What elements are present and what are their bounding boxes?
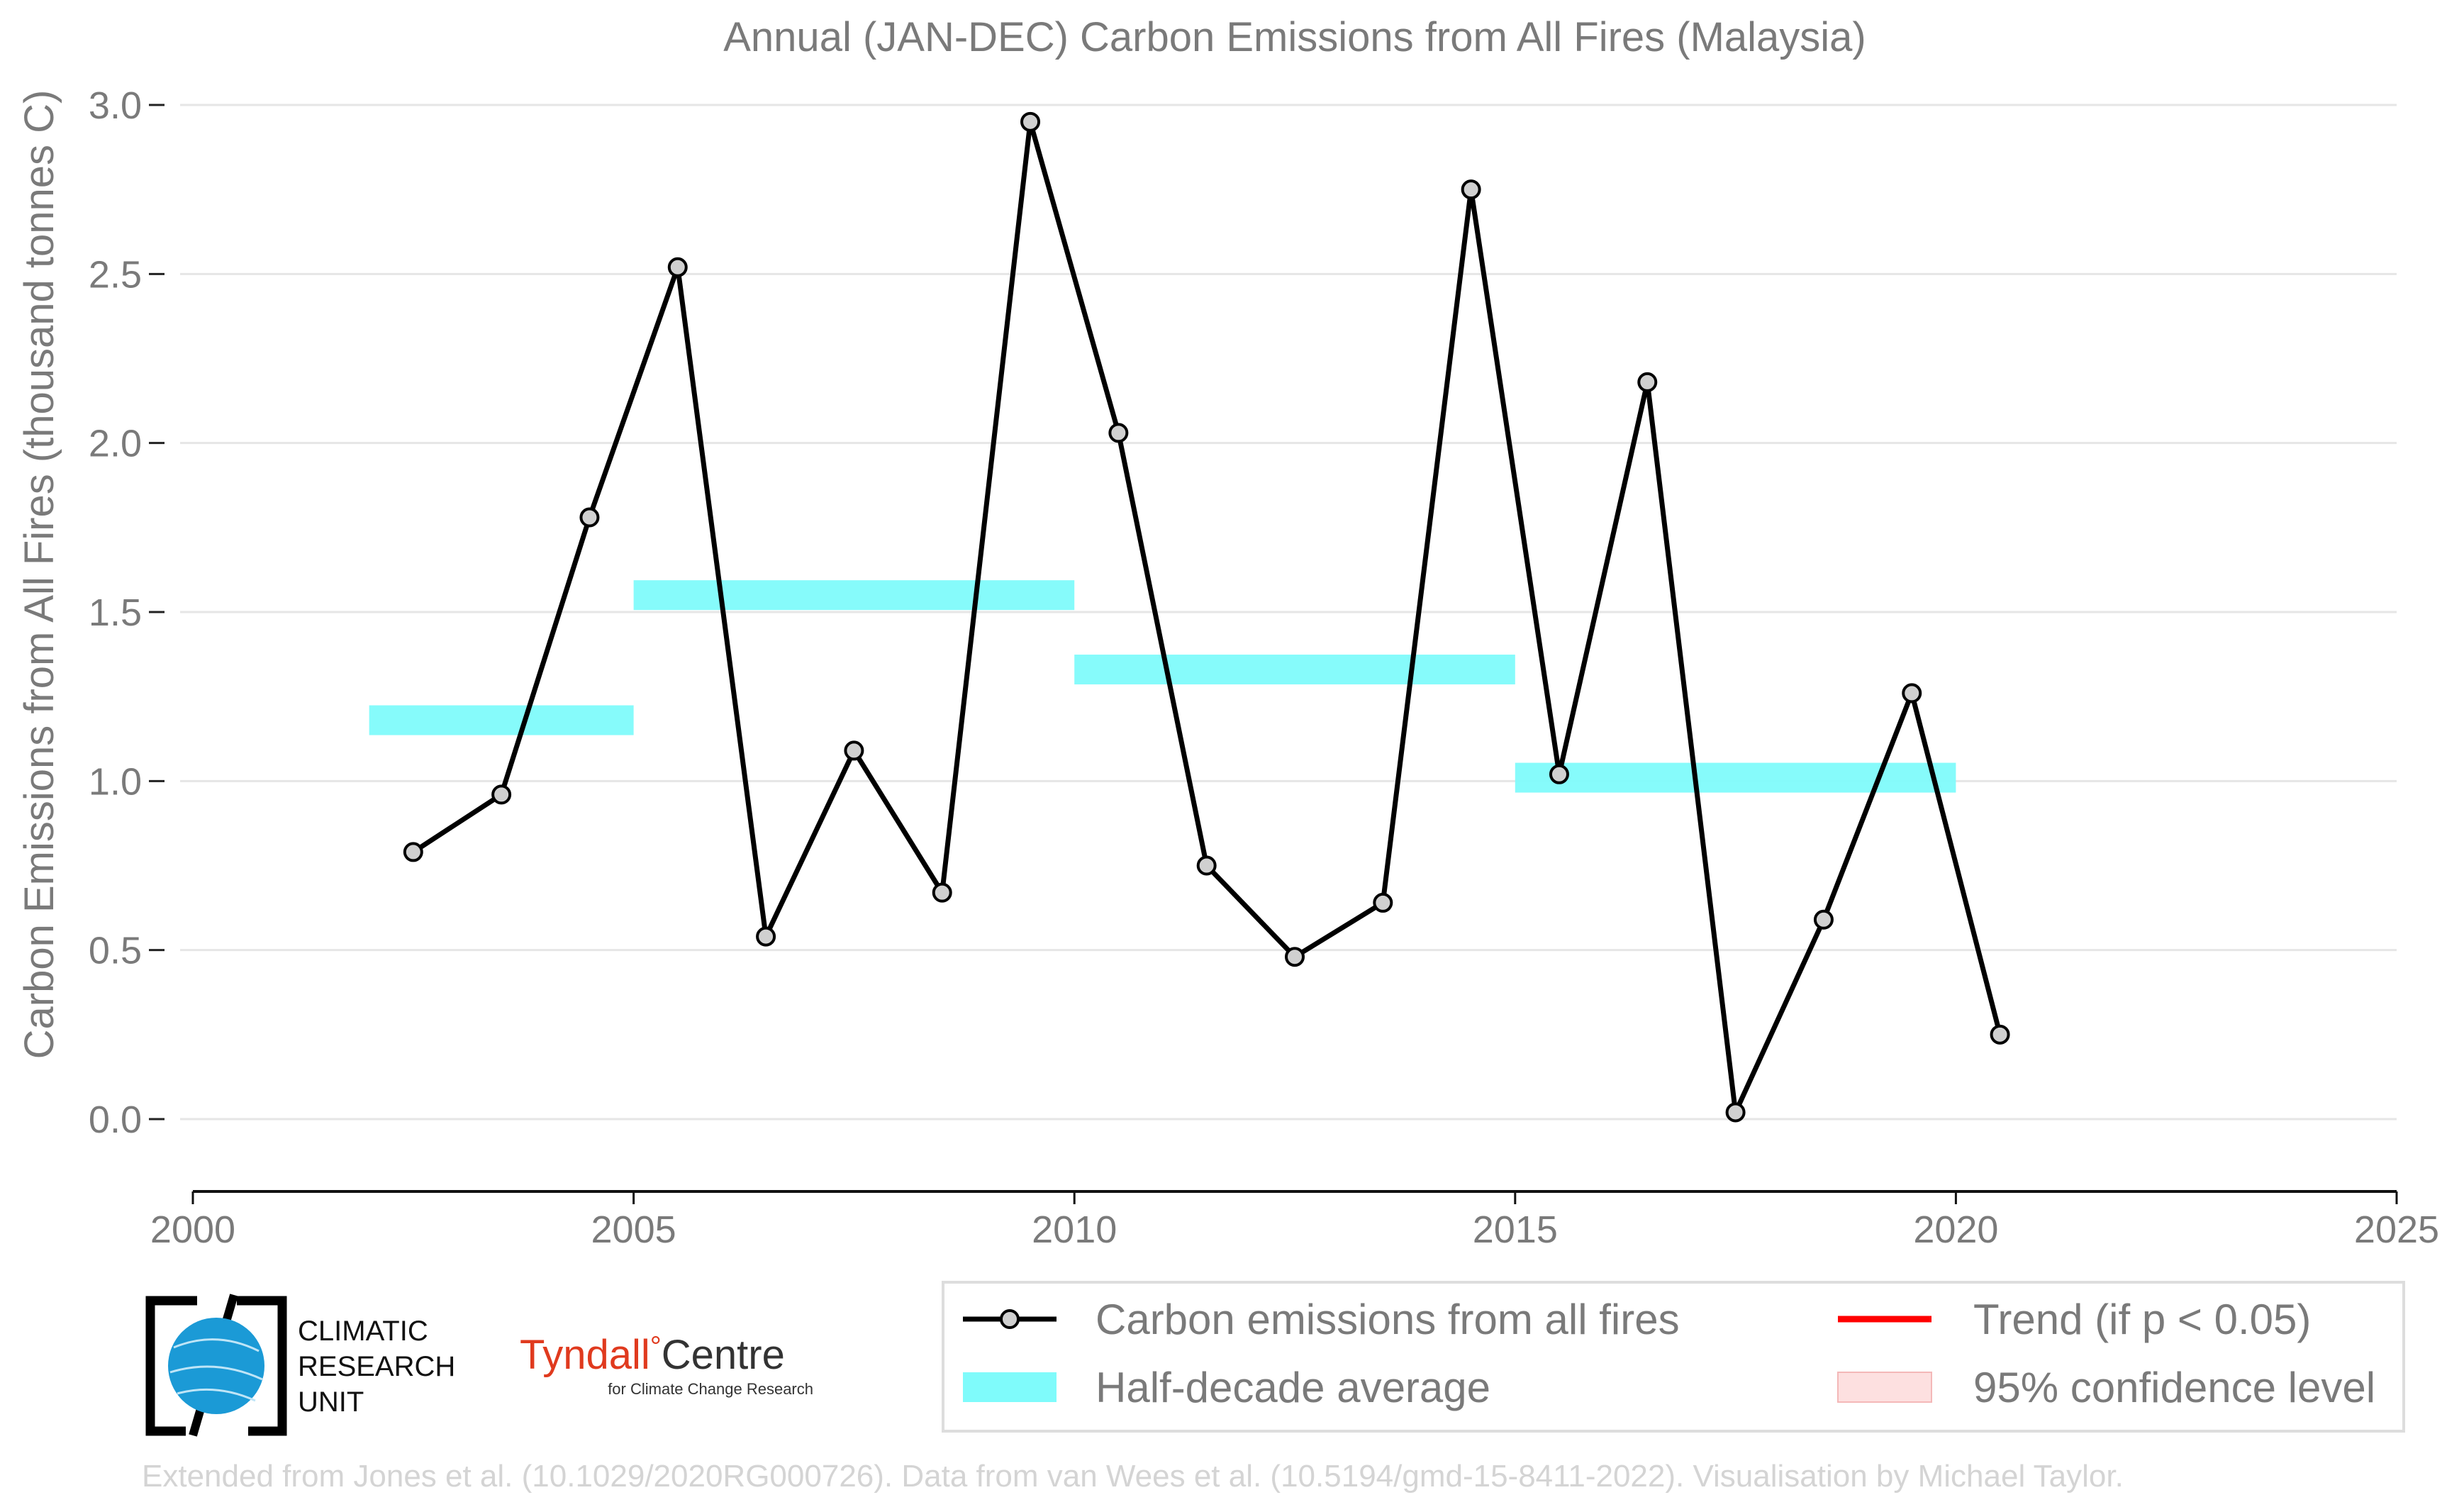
legend-label-half-decade: Half-decade average — [1096, 1364, 1490, 1411]
cru-text-line3: UNIT — [298, 1386, 364, 1418]
legend: Carbon emissions from all fires Trend (i… — [942, 1281, 2405, 1433]
cru-text-line2: RESEARCH — [298, 1351, 455, 1382]
y-tick-label: 3.0 — [89, 84, 142, 127]
gridlines — [180, 104, 2397, 1121]
half-decade-bar — [1515, 762, 1956, 793]
y-tick-label: 0.0 — [89, 1099, 142, 1141]
emissions-point — [1725, 1102, 1746, 1123]
globe-lines-icon — [169, 1338, 263, 1402]
tyndall-subtitle: for Climate Change Research — [608, 1380, 813, 1398]
emissions-point — [1549, 764, 1569, 784]
legend-item-confidence: 95% confidence level — [1837, 1364, 2375, 1411]
tyndall-name: Tyndall°Centre — [520, 1331, 785, 1378]
legend-half-decade-swatch — [963, 1372, 1057, 1402]
emissions-point — [1285, 947, 1305, 967]
y-tick-label: 1.5 — [89, 591, 142, 634]
emissions-point — [1196, 855, 1217, 876]
x-tick-label: 2025 — [2354, 1208, 2439, 1251]
legend-item-emissions: Carbon emissions from all fires — [963, 1296, 1680, 1343]
emissions-point — [844, 740, 864, 761]
y-axis-ticks: 0.0 0.5 1.0 1.5 2.0 2.5 3.0 — [89, 84, 165, 1141]
y-tick-label: 2.5 — [89, 253, 142, 296]
emissions-point — [491, 784, 512, 805]
tyndall-logo: Tyndall°Centre for Climate Change Resear… — [520, 1331, 813, 1398]
emissions-point — [1373, 892, 1393, 913]
emissions-point — [667, 257, 688, 277]
x-tick-label: 2015 — [1473, 1208, 1558, 1251]
legend-label-trend: Trend (if p < 0.05) — [1973, 1296, 2311, 1343]
emissions-point — [579, 507, 600, 528]
x-axis: 2000 2005 2010 2015 2020 2025 — [150, 1190, 2439, 1251]
emissions-point — [932, 882, 952, 903]
emissions-point — [1108, 423, 1129, 443]
emissions-point — [1990, 1024, 2010, 1045]
cru-logo: CLIMATIC RESEARCH UNIT — [145, 1294, 455, 1437]
legend-marker-swatch — [1000, 1309, 1020, 1329]
y-tick-label: 0.5 — [89, 930, 142, 972]
emissions-series — [403, 111, 2010, 1123]
emissions-point — [403, 842, 423, 862]
half-decade-bar — [369, 705, 634, 735]
emissions-point — [1813, 909, 1834, 930]
y-axis-label: Carbon Emissions from All Fires (thousan… — [16, 90, 62, 1060]
y-tick-label: 1.0 — [89, 760, 142, 803]
cru-text-line1: CLIMATIC — [298, 1316, 428, 1347]
half-decade-bar — [1074, 655, 1515, 685]
legend-label-emissions: Carbon emissions from all fires — [1096, 1296, 1680, 1343]
cru-bracket-right — [237, 1296, 287, 1436]
x-tick-label: 2010 — [1032, 1208, 1117, 1251]
legend-frame — [942, 1281, 2405, 1433]
half-decade-bars — [369, 580, 1956, 793]
y-tick-label: 2.0 — [89, 423, 142, 465]
x-tick-label: 2000 — [150, 1208, 235, 1251]
emissions-point — [1902, 683, 1922, 704]
legend-item-half-decade: Half-decade average — [963, 1364, 1490, 1411]
emissions-point — [756, 926, 776, 947]
emissions-line — [411, 119, 2002, 1115]
emissions-point — [1461, 179, 1481, 200]
footer-credits: Extended from Jones et al. (10.1029/2020… — [142, 1459, 2124, 1494]
legend-item-trend: Trend (if p < 0.05) — [1838, 1296, 2311, 1343]
chart-title: Annual (JAN-DEC) Carbon Emissions from A… — [723, 14, 1866, 60]
cru-bracket-left — [145, 1296, 197, 1436]
x-tick-label: 2020 — [1913, 1208, 1998, 1251]
emissions-point — [1020, 111, 1041, 132]
legend-label-confidence: 95% confidence level — [1973, 1364, 2375, 1411]
half-decade-bar — [633, 580, 1075, 611]
x-tick-label: 2005 — [591, 1208, 676, 1251]
emissions-point — [1637, 372, 1658, 392]
legend-confidence-swatch — [1837, 1372, 1932, 1403]
